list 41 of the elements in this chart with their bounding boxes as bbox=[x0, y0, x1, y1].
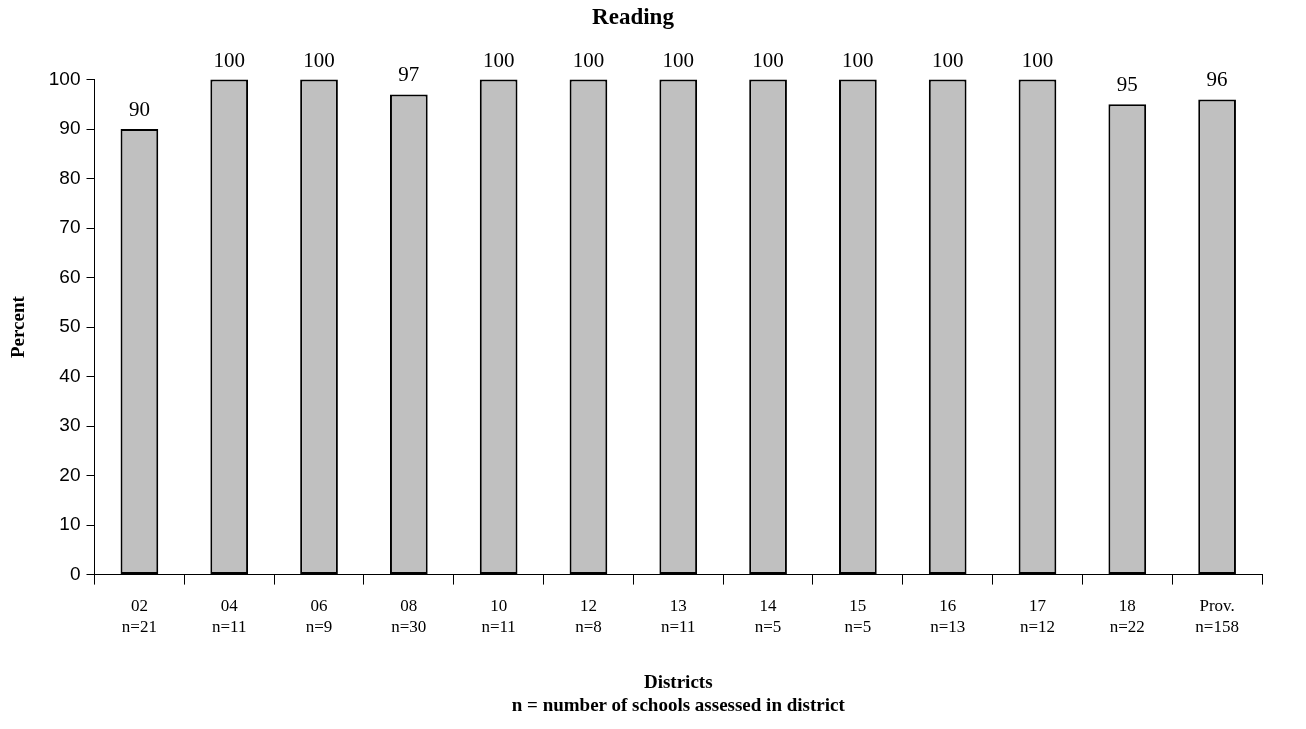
data-label: 97 bbox=[398, 62, 420, 87]
y-axis-title: Percent bbox=[7, 295, 29, 359]
y-tick-label: 40 bbox=[59, 364, 81, 386]
x-tick-label: 18 n=22 bbox=[1109, 596, 1145, 636]
data-label: 100 bbox=[931, 47, 964, 72]
y-tick-label: 20 bbox=[59, 463, 81, 485]
x-tick-label: 16 n=13 bbox=[930, 596, 966, 636]
y-tick-label: 50 bbox=[59, 315, 81, 337]
x-tick-label: 17 n=12 bbox=[1019, 596, 1056, 636]
data-label: 100 bbox=[1021, 47, 1054, 72]
data-label: 100 bbox=[482, 47, 515, 72]
x-tick-label: 15 n=5 bbox=[844, 596, 872, 636]
data-label: 95 bbox=[1116, 72, 1138, 97]
y-tick-label: 100 bbox=[48, 67, 81, 89]
data-label: 90 bbox=[128, 97, 150, 122]
x-tick-label: 14 n=5 bbox=[754, 596, 782, 636]
x-tick-label: 04 n=11 bbox=[211, 596, 247, 636]
data-label: 100 bbox=[303, 47, 335, 72]
y-tick-label: 70 bbox=[59, 216, 81, 238]
data-label: 100 bbox=[752, 47, 784, 72]
x-tick-label: 02 n=21 bbox=[121, 596, 157, 636]
x-tick-label: 12 n=8 bbox=[575, 596, 602, 636]
y-tick-label: 30 bbox=[59, 414, 81, 436]
x-tick-label: Prov. n=158 bbox=[1195, 596, 1239, 636]
data-label: 96 bbox=[1206, 67, 1228, 92]
data-label: 100 bbox=[662, 47, 694, 72]
data-label: 100 bbox=[572, 47, 605, 72]
y-tick-label: 60 bbox=[59, 265, 81, 287]
data-label: 100 bbox=[213, 47, 245, 72]
data-label: 100 bbox=[842, 47, 874, 72]
text: n = number of schools assessed in district bbox=[511, 693, 846, 715]
x-axis-title: Districts bbox=[643, 670, 713, 692]
x-tick-label: 13 n=11 bbox=[661, 596, 696, 636]
y-tick-label: 90 bbox=[59, 117, 81, 139]
y-tick-label: 80 bbox=[59, 166, 81, 188]
y-tick-label: 0 bbox=[69, 562, 81, 584]
x-tick-label: 08 n=30 bbox=[391, 596, 427, 636]
chart-title: Reading bbox=[592, 3, 675, 29]
y-tick-label: 10 bbox=[59, 513, 81, 535]
x-tick-label: 10 n=11 bbox=[481, 596, 516, 636]
x-tick-label: 06 n=9 bbox=[305, 596, 333, 636]
